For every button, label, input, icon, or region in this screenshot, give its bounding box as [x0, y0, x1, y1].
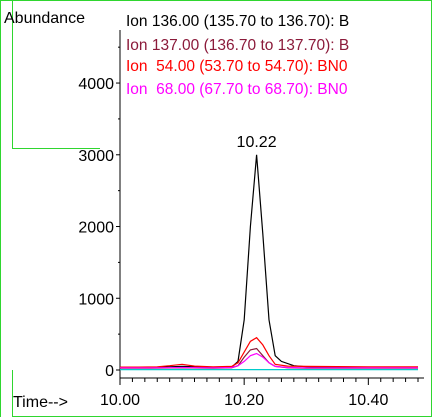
series-line-1 — [120, 347, 418, 369]
x-axis-ticks: 10.00 10.20 10.40 — [100, 378, 419, 409]
series-line-2 — [120, 336, 418, 368]
y-tick-label: 3000 — [78, 148, 114, 165]
series-line-0 — [120, 154, 418, 369]
y-axis-ticks: 0 1000 2000 3000 4000 — [78, 46, 120, 380]
x-tick-label: 10.20 — [224, 392, 264, 409]
x-tick-label: 10.40 — [348, 392, 388, 409]
series-line-3 — [120, 352, 418, 369]
y-tick-label: 2000 — [78, 220, 114, 237]
legend: Ion 136.00 (135.70 to 136.70): B Ion 137… — [126, 13, 349, 98]
legend-entry-ion-68: Ion 68.00 (67.70 to 68.70): BN0 — [126, 81, 348, 98]
legend-entry-ion-137: Ion 137.00 (136.70 to 137.70): B — [126, 37, 349, 54]
legend-entry-ion-54: Ion 54.00 (53.70 to 54.70): BN0 — [126, 58, 348, 75]
y-axis-title: Abundance — [4, 10, 85, 27]
legend-entry-ion-136: Ion 136.00 (135.70 to 136.70): B — [126, 13, 349, 30]
y-tick-label: 0 — [105, 363, 114, 380]
x-axis-title: Time--> — [13, 394, 68, 411]
x-tick-label: 10.00 — [100, 392, 140, 409]
peak-label: 10.22 — [237, 134, 277, 151]
y-tick-label: 4000 — [78, 76, 114, 93]
y-tick-label: 1000 — [78, 291, 114, 308]
series-group — [120, 154, 418, 371]
